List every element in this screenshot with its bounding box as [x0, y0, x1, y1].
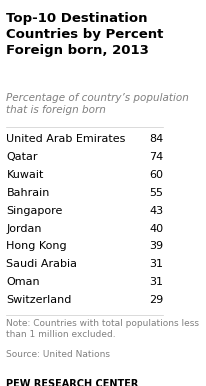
- Text: Note: Countries with total populations less
than 1 million excluded.: Note: Countries with total populations l…: [6, 319, 198, 339]
- Text: 31: 31: [149, 277, 162, 287]
- Text: PEW RESEARCH CENTER: PEW RESEARCH CENTER: [6, 379, 138, 386]
- Text: Qatar: Qatar: [6, 152, 38, 162]
- Text: Jordan: Jordan: [6, 223, 42, 234]
- Text: 55: 55: [149, 188, 162, 198]
- Text: Bahrain: Bahrain: [6, 188, 49, 198]
- Text: 74: 74: [148, 152, 162, 162]
- Text: Kuwait: Kuwait: [6, 170, 43, 180]
- Text: Saudi Arabia: Saudi Arabia: [6, 259, 77, 269]
- Text: 31: 31: [149, 259, 162, 269]
- Text: 84: 84: [148, 134, 162, 144]
- Text: 40: 40: [148, 223, 162, 234]
- Text: Top-10 Destination
Countries by Percent
Foreign born, 2013: Top-10 Destination Countries by Percent …: [6, 12, 163, 57]
- Text: Hong Kong: Hong Kong: [6, 241, 67, 251]
- Text: 43: 43: [148, 206, 162, 216]
- Text: 29: 29: [148, 295, 162, 305]
- Text: 39: 39: [148, 241, 162, 251]
- Text: United Arab Emirates: United Arab Emirates: [6, 134, 125, 144]
- Text: Oman: Oman: [6, 277, 40, 287]
- Text: Switzerland: Switzerland: [6, 295, 71, 305]
- Text: Percentage of country’s population
that is foreign born: Percentage of country’s population that …: [6, 93, 188, 115]
- Text: Singapore: Singapore: [6, 206, 62, 216]
- Text: 60: 60: [149, 170, 162, 180]
- Text: Source: United Nations: Source: United Nations: [6, 350, 110, 359]
